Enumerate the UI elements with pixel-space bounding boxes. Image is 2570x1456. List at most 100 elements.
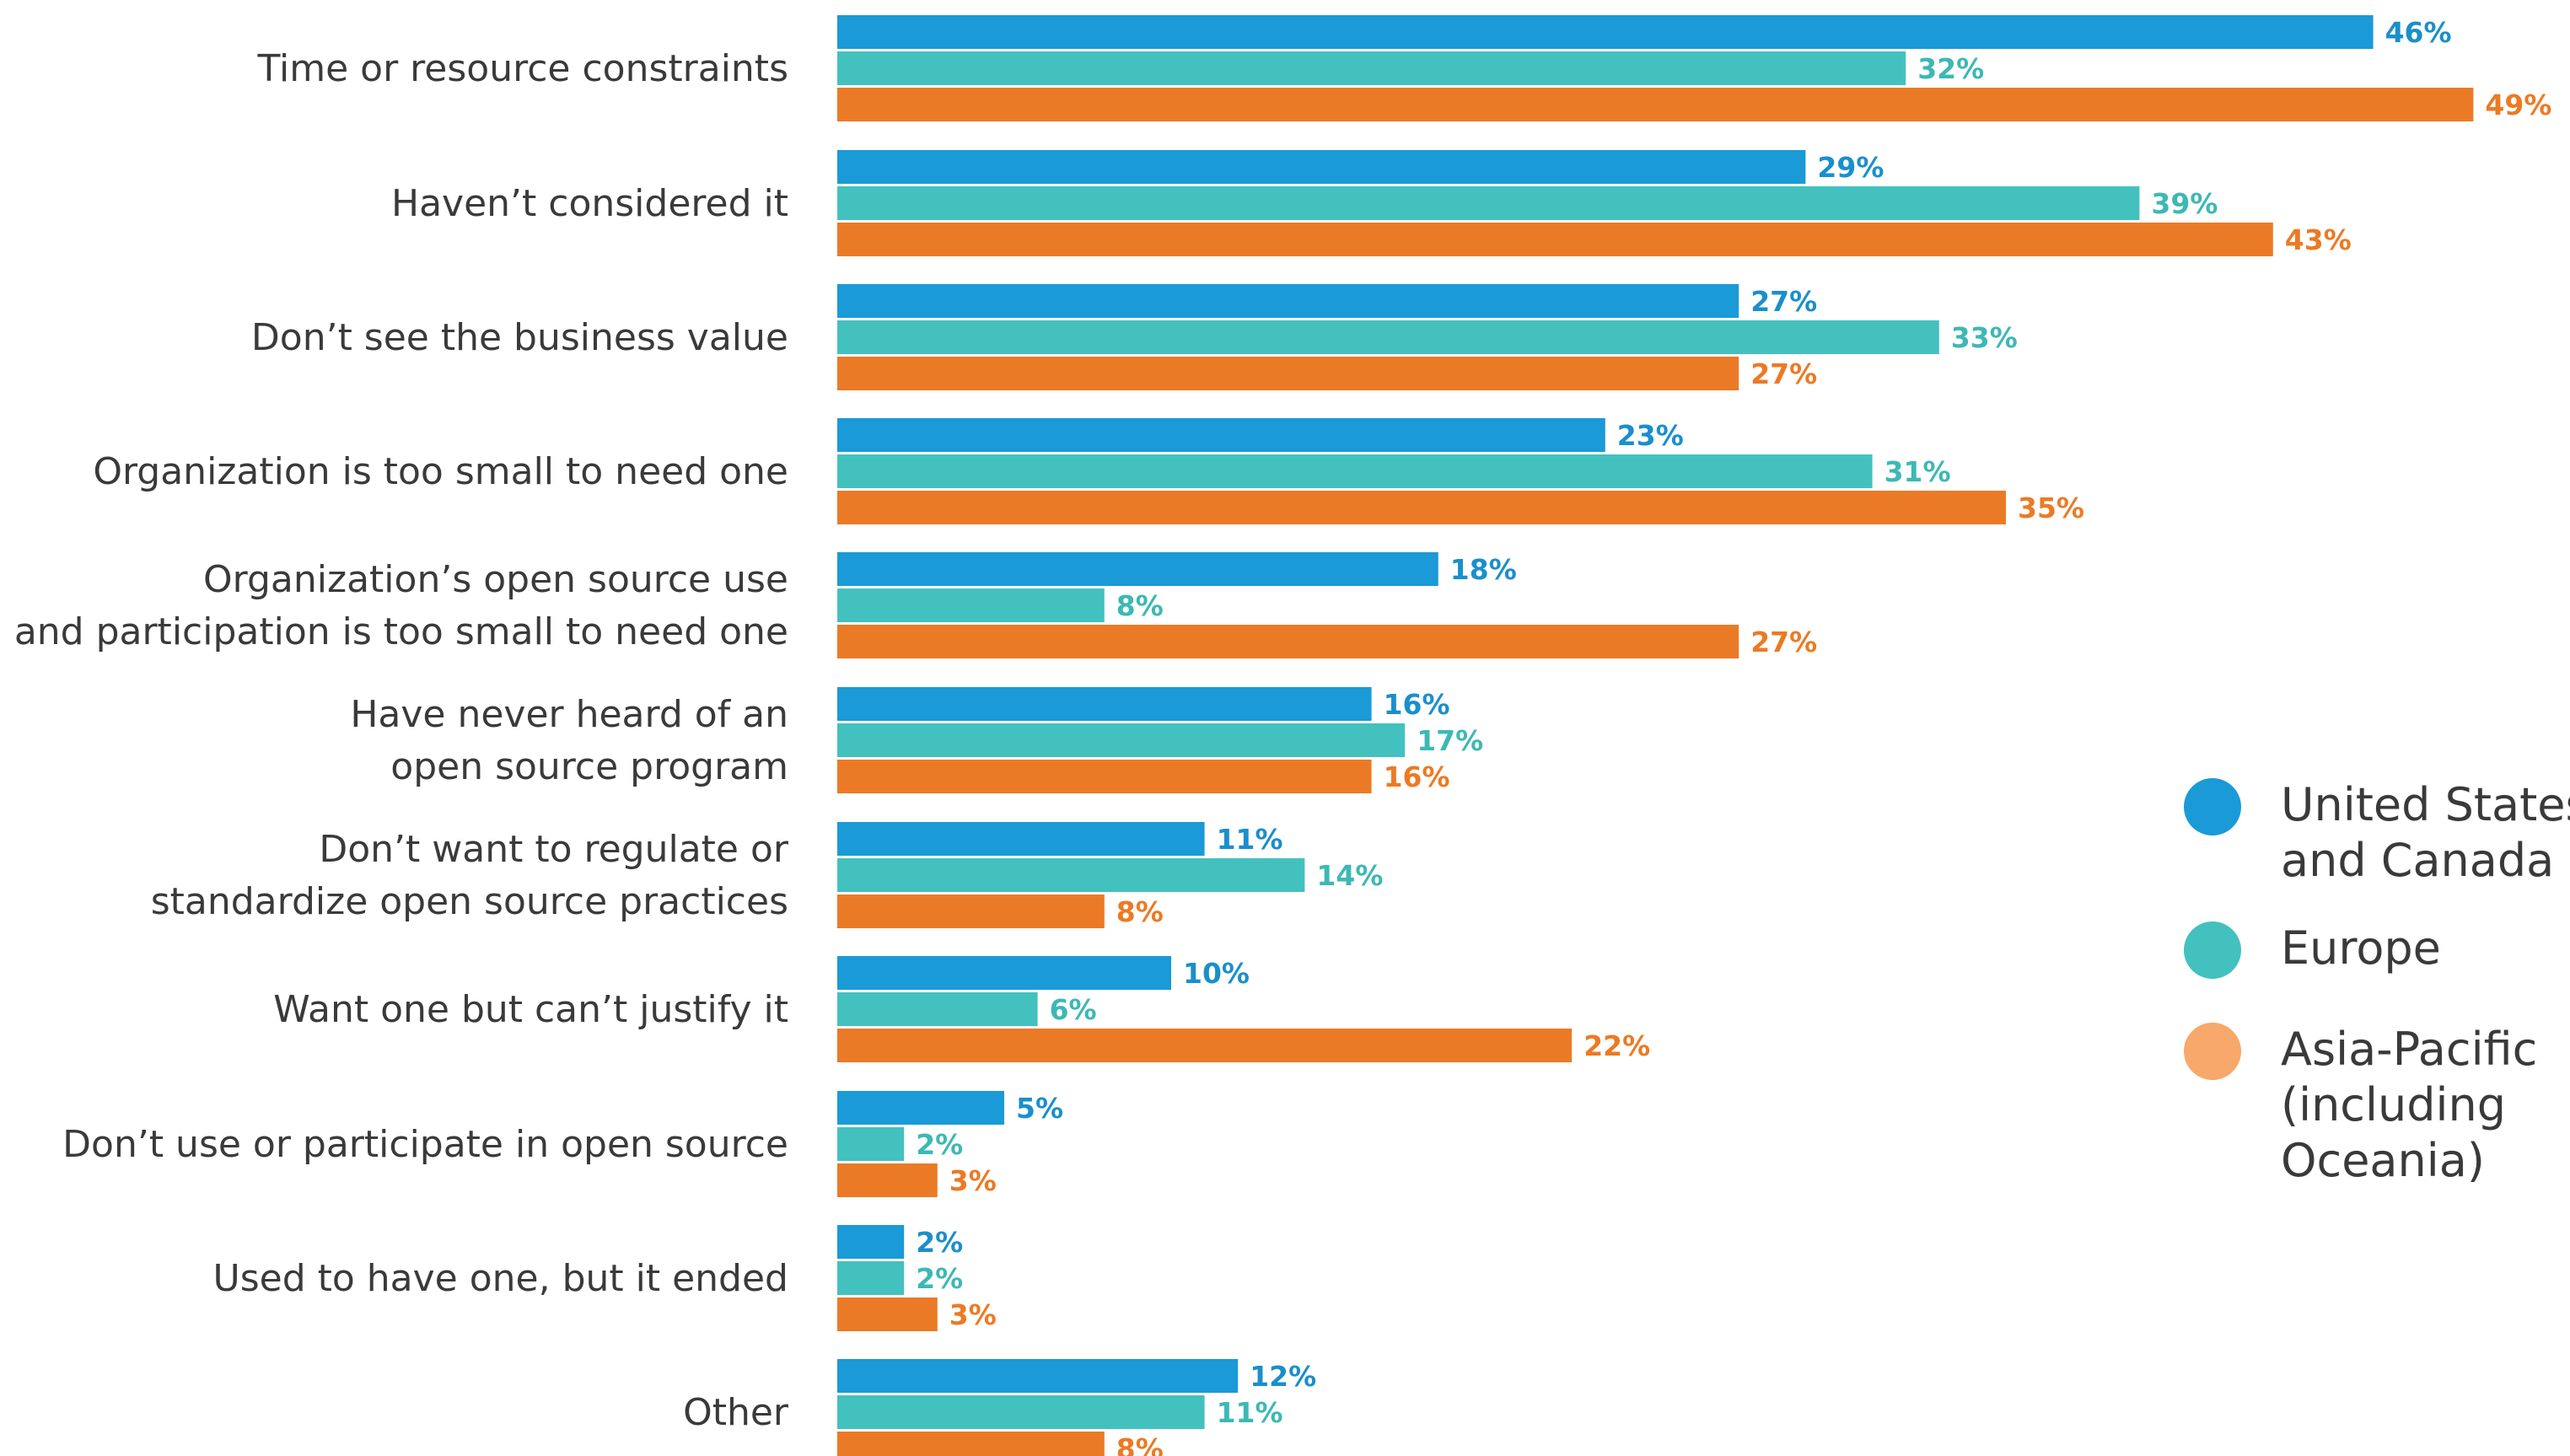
legend-label-line: United States: [2281, 778, 2570, 831]
value-label-europe-organization-is-too-small-to-need-one: 31%: [1884, 455, 1951, 488]
value-label-asia-pacific-including-o-organization-is-too-small-to-need-one: 35%: [2018, 492, 2084, 524]
value-label-asia-pacific-including-o-don-t-use-or-participate-in-open-source: 3%: [949, 1164, 997, 1197]
category-label-line: Time or resource constraints: [257, 47, 788, 90]
value-label-asia-pacific-including-o-other: 8%: [1116, 1432, 1164, 1456]
legend-label-united-states-and-canada: United States and Canada: [2281, 778, 2570, 887]
category-label-line: Want one but can’t justify it: [273, 988, 788, 1031]
legend-swatch-united-states-and-canada: [2184, 778, 2241, 835]
legend: United States and Canada Europe Asia-Pacifi…: [2184, 778, 2570, 1187]
legend-swatch-europe: [2184, 921, 2241, 979]
category-label-don-t-want-to-regulate-or-standardize-op: Don’t want to regulate or standardize ope…: [151, 828, 789, 923]
bar-europe-used-to-have-one-but-it-ended: [837, 1261, 905, 1295]
category-label-line: and participation is too small to need o…: [14, 610, 788, 653]
category-label-line: Don’t use or participate in open source: [62, 1123, 788, 1166]
category-label-haven-t-considered-it: Haven’t considered it: [391, 182, 788, 225]
value-label-asia-pacific-including-o-haven-t-considered-it: 43%: [2285, 223, 2352, 256]
value-label-united-states-and-canada-don-t-want-to-regulate-or-standardize-op: 11%: [1217, 823, 1283, 856]
category-label-line: Haven’t considered it: [391, 182, 788, 225]
category-label-have-never-heard-of-an-open-source-progr: Have never heard of an open source progra…: [350, 693, 788, 788]
value-label-united-states-and-canada-haven-t-considered-it: 29%: [1817, 151, 1884, 184]
category-label-line: Don’t see the business value: [251, 316, 788, 359]
legend-label-line: Asia-Pacific: [2281, 1023, 2537, 1076]
value-label-europe-have-never-heard-of-an-open-source-progr: 17%: [1417, 724, 1483, 757]
bar-asia-pacific-including-o-want-one-but-can-t-justify-it: [837, 1029, 1573, 1062]
category-label-line: Organization is too small to need one: [93, 450, 788, 493]
value-label-asia-pacific-including-o-have-never-heard-of-an-open-source-progr: 16%: [1384, 760, 1450, 793]
legend-label-europe: Europe: [2281, 921, 2441, 975]
bar-asia-pacific-including-o-don-t-see-the-business-value: [837, 357, 1739, 390]
value-label-united-states-and-canada-organization-is-too-small-to-need-one: 23%: [1617, 419, 1684, 452]
value-label-united-states-and-canada-other: 12%: [1250, 1360, 1316, 1393]
category-label-line: Don’t want to regulate or: [319, 828, 789, 871]
value-label-europe-other: 11%: [1217, 1396, 1283, 1429]
bar-europe-other: [837, 1395, 1205, 1429]
legend-label-line: (including: [2281, 1078, 2506, 1131]
value-label-asia-pacific-including-o-used-to-have-one-but-it-ended: 3%: [949, 1298, 997, 1331]
value-label-united-states-and-canada-used-to-have-one-but-it-ended: 2%: [916, 1226, 963, 1259]
bar-united-states-and-canada-other: [837, 1359, 1239, 1393]
bar-united-states-and-canada-don-t-use-or-participate-in-open-source: [837, 1091, 1004, 1125]
value-label-united-states-and-canada-don-t-use-or-participate-in-open-source: 5%: [1016, 1092, 1063, 1125]
category-label-line: Other: [683, 1391, 789, 1434]
value-label-europe-don-t-want-to-regulate-or-standardize-op: 14%: [1316, 859, 1383, 892]
value-label-asia-pacific-including-o-don-t-want-to-regulate-or-standardize-op: 8%: [1116, 895, 1164, 928]
bar-europe-organization-is-too-small-to-need-one: [837, 454, 1873, 488]
bar-asia-pacific-including-o-don-t-use-or-participate-in-open-source: [837, 1163, 938, 1197]
bar-united-states-and-canada-organization-s-open-source-use-and-parti: [837, 552, 1438, 586]
bar-united-states-and-canada-want-one-but-can-t-justify-it: [837, 956, 1171, 990]
value-label-asia-pacific-including-o-organization-s-open-source-use-and-parti: 27%: [1750, 626, 1817, 658]
legend-swatch-asia-pacific-including-o: [2184, 1023, 2241, 1080]
category-label-other: Other: [683, 1391, 789, 1434]
legend-label-line: Europe: [2281, 921, 2441, 975]
bar-asia-pacific-including-o-organization-s-open-source-use-and-parti: [837, 625, 1739, 658]
bar-europe-haven-t-considered-it: [837, 186, 2140, 220]
bar-europe-have-never-heard-of-an-open-source-progr: [837, 723, 1406, 757]
value-label-asia-pacific-including-o-don-t-see-the-business-value: 27%: [1750, 357, 1817, 390]
value-label-united-states-and-canada-want-one-but-can-t-justify-it: 10%: [1183, 957, 1250, 990]
category-label-line: Have never heard of an: [350, 693, 788, 736]
category-label-don-t-use-or-participate-in-open-source: Don’t use or participate in open source: [62, 1123, 788, 1166]
bar-united-states-and-canada-organization-is-too-small-to-need-one: [837, 418, 1605, 452]
category-label-used-to-have-one-but-it-ended: Used to have one, but it ended: [213, 1257, 788, 1300]
value-label-europe-don-t-see-the-business-value: 33%: [1951, 321, 2018, 354]
bar-united-states-and-canada-used-to-have-one-but-it-ended: [837, 1225, 905, 1259]
category-labels: Time or resource constraints Haven’t cons…: [14, 47, 789, 1434]
value-labels: 46% 32% 49% 29% 39% 43% 27% 33% 27% 23% 31% 35% 18% 8…: [916, 16, 2551, 1456]
bar-europe-don-t-want-to-regulate-or-standardize-op: [837, 858, 1305, 892]
value-label-europe-organization-s-open-source-use-and-parti: 8%: [1116, 589, 1164, 622]
value-label-united-states-and-canada-don-t-see-the-business-value: 27%: [1750, 285, 1817, 318]
value-label-united-states-and-canada-organization-s-open-source-use-and-parti: 18%: [1450, 553, 1517, 586]
category-label-line: standardize open source practices: [151, 880, 788, 923]
bar-asia-pacific-including-o-used-to-have-one-but-it-ended: [837, 1298, 938, 1331]
bar-asia-pacific-including-o-don-t-want-to-regulate-or-standardize-op: [837, 895, 1105, 928]
category-label-line: Organization’s open source use: [203, 558, 788, 601]
bar-europe-time-or-resource-constraints: [837, 51, 1906, 85]
legend-label-line: and Canada: [2281, 834, 2554, 887]
value-label-europe-haven-t-considered-it: 39%: [2151, 187, 2218, 220]
value-label-europe-time-or-resource-constraints: 32%: [1917, 52, 1984, 85]
bar-united-states-and-canada-haven-t-considered-it: [837, 150, 1806, 184]
bar-asia-pacific-including-o-other: [837, 1432, 1105, 1456]
bar-europe-want-one-but-can-t-justify-it: [837, 992, 1038, 1026]
bar-europe-organization-s-open-source-use-and-parti: [837, 588, 1105, 622]
bar-asia-pacific-including-o-haven-t-considered-it: [837, 223, 2273, 256]
category-label-organization-is-too-small-to-need-one: Organization is too small to need one: [93, 450, 788, 493]
value-label-asia-pacific-including-o-time-or-resource-constraints: 49%: [2485, 89, 2551, 121]
legend-label-line: Oceania): [2281, 1134, 2485, 1187]
bar-europe-don-t-see-the-business-value: [837, 320, 1939, 354]
value-label-europe-don-t-use-or-participate-in-open-source: 2%: [916, 1128, 963, 1161]
category-label-line: Used to have one, but it ended: [213, 1257, 788, 1300]
legend-label-asia-pacific-including-o: Asia-Pacific (including Oceania): [2281, 1023, 2537, 1187]
category-label-don-t-see-the-business-value: Don’t see the business value: [251, 316, 788, 359]
bar-asia-pacific-including-o-organization-is-too-small-to-need-one: [837, 491, 2006, 524]
bar-united-states-and-canada-have-never-heard-of-an-open-source-progr: [837, 687, 1372, 721]
bar-asia-pacific-including-o-time-or-resource-constraints: [837, 88, 2474, 121]
bar-europe-don-t-use-or-participate-in-open-source: [837, 1127, 905, 1161]
value-label-united-states-and-canada-have-never-heard-of-an-open-source-progr: 16%: [1384, 688, 1450, 721]
bar-united-states-and-canada-don-t-see-the-business-value: [837, 284, 1739, 318]
bar-asia-pacific-including-o-have-never-heard-of-an-open-source-progr: [837, 760, 1372, 793]
value-label-europe-want-one-but-can-t-justify-it: 6%: [1050, 993, 1097, 1026]
value-label-europe-used-to-have-one-but-it-ended: 2%: [916, 1262, 963, 1295]
category-label-want-one-but-can-t-justify-it: Want one but can’t justify it: [273, 988, 788, 1031]
